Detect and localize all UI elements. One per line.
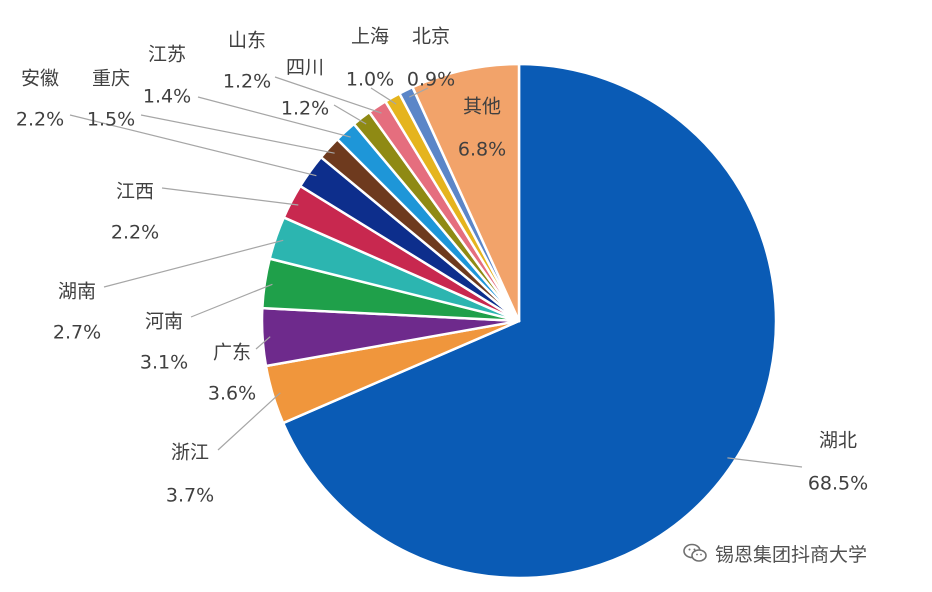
slice-value-label: 2.2% [111,222,159,244]
watermark: 锡恩集团抖商大学 [683,538,867,568]
slice-name-label: 湖北 [819,430,857,452]
leader-line [103,239,284,288]
slice-value-label: 1.5% [87,109,135,131]
slice-name-label: 江苏 [148,44,186,66]
slice-value-label: 1.2% [223,71,271,93]
slice-value-label: 3.7% [166,485,214,507]
slice-value-label: 3.6% [208,383,256,405]
slice-value-label: 3.1% [140,352,188,374]
leader-line [274,76,382,114]
slice-name-label: 四川 [286,57,324,79]
slice-name-label: 其他 [463,96,501,118]
slice-value-label: 1.4% [143,86,191,108]
slice-value-label: 1.2% [281,98,329,120]
wechat-icon [683,543,707,562]
leader-line [255,336,271,350]
slice-name-label: 河南 [145,311,183,333]
leader-line [69,114,317,177]
slice-name-label: 浙江 [171,442,209,464]
leader-line [140,114,335,154]
pie-slices [260,62,778,580]
slice-name-label: 安徽 [21,68,59,90]
slice-name-label: 重庆 [92,68,130,90]
leader-line [190,283,273,318]
slice-value-label: 2.7% [53,322,101,344]
pie-slice [411,62,521,323]
slice-name-label: 广东 [213,342,251,364]
leader-line [161,187,299,206]
leader-lines [69,76,803,468]
leader-line [333,104,367,125]
slice-value-label: 6.8% [458,139,506,161]
slice-name-label: 湖南 [58,281,96,303]
watermark-text: 锡恩集团抖商大学 [715,543,868,566]
leader-line [217,392,281,451]
leader-line [727,457,803,468]
leader-line [197,96,351,138]
leader-line [370,87,397,105]
slice-name-label: 江西 [116,181,154,203]
slice-name-label: 上海 [351,26,389,48]
slice-value-label: 1.0% [346,69,394,91]
slice-name-label: 山东 [228,30,266,52]
slice-value-label: 2.2% [16,109,64,131]
slice-value-label: 0.9% [407,69,455,91]
pie-slice [281,62,778,580]
slice-name-label: 北京 [412,26,450,48]
slice-value-label: 68.5% [808,473,868,495]
slice-labels: 湖北 68.5% 浙江 3.7% 广东 3.6% 河南 3.1% 湖南 2.7% 江西 2.2% 安徽 2… [16,26,868,507]
leader-line [409,87,429,98]
